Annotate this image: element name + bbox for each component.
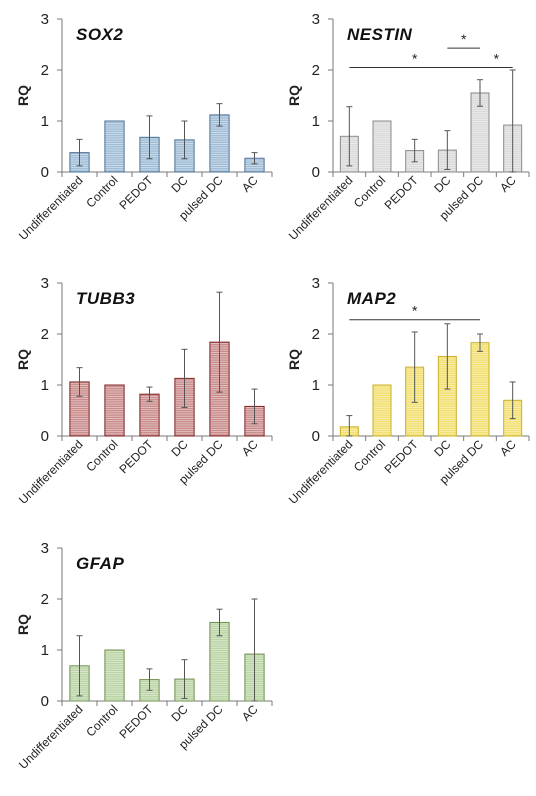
y-tick-label: 1 xyxy=(41,642,49,659)
significance-star: * xyxy=(412,303,418,319)
y-tick-label: 3 xyxy=(312,11,320,28)
bar xyxy=(372,384,392,437)
y-tick-label: 0 xyxy=(312,428,320,445)
x-tick-label: Undifferentiated xyxy=(16,173,86,243)
y-tick-label: 1 xyxy=(312,113,320,130)
x-tick-label: PEDOT xyxy=(116,173,156,213)
y-tick-label: 3 xyxy=(41,540,49,557)
panel-title: NESTIN xyxy=(347,25,413,44)
x-tick-label: PEDOT xyxy=(116,702,156,742)
x-tick-label: PEDOT xyxy=(382,173,422,213)
bar xyxy=(104,384,125,437)
y-tick-label: 0 xyxy=(41,428,49,445)
x-tick-label: DC xyxy=(168,437,190,459)
significance-star: * xyxy=(494,50,500,66)
x-tick-label: Undifferentiated xyxy=(286,437,356,507)
y-tick-label: 0 xyxy=(41,693,49,710)
y-axis-label: RQ xyxy=(286,349,302,370)
y-tick-label: 3 xyxy=(41,11,49,28)
x-tick-label: AC xyxy=(497,173,519,195)
chart-panel-nestin: 0 1 2 3 RQ NESTIN UndifferentiatedControlPEDOT… xyxy=(286,11,530,243)
y-tick-label: 3 xyxy=(41,275,49,292)
panel-title: TUBB3 xyxy=(76,289,135,308)
y-tick-label: 1 xyxy=(312,377,320,394)
x-tick-label: Undifferentiated xyxy=(16,702,86,772)
x-tick-label: Undifferentiated xyxy=(286,173,356,243)
x-tick-label: AC xyxy=(239,173,261,195)
y-tick-label: 1 xyxy=(41,113,49,130)
panel-title: MAP2 xyxy=(347,289,396,308)
x-tick-label: AC xyxy=(239,437,261,459)
y-axis-label: RQ xyxy=(15,349,31,370)
x-tick-label: Undifferentiated xyxy=(16,437,86,507)
panel-title: SOX2 xyxy=(76,25,123,44)
x-tick-label: Control xyxy=(351,173,388,210)
bar xyxy=(104,649,125,702)
y-tick-label: 2 xyxy=(312,326,320,343)
panel-title: GFAP xyxy=(76,554,124,573)
x-tick-label: Control xyxy=(83,173,120,210)
y-tick-label: 2 xyxy=(41,62,49,79)
x-tick-label: AC xyxy=(239,702,261,724)
x-tick-label: PEDOT xyxy=(382,437,422,477)
x-tick-label: DC xyxy=(168,702,190,724)
bar xyxy=(104,120,125,173)
y-axis-label: RQ xyxy=(286,85,302,106)
y-tick-label: 0 xyxy=(312,164,320,181)
y-tick-label: 3 xyxy=(312,275,320,292)
y-axis-label: RQ xyxy=(15,85,31,106)
x-tick-label: Control xyxy=(83,702,120,739)
y-tick-label: 1 xyxy=(41,377,49,394)
y-tick-label: 2 xyxy=(41,326,49,343)
y-tick-label: 0 xyxy=(41,164,49,181)
x-tick-label: AC xyxy=(497,437,519,459)
x-tick-label: Control xyxy=(83,437,120,474)
y-tick-label: 2 xyxy=(312,62,320,79)
x-tick-label: DC xyxy=(168,173,190,195)
x-tick-label: Control xyxy=(351,437,388,474)
bar xyxy=(470,342,490,437)
x-tick-label: DC xyxy=(431,437,453,459)
y-axis-label: RQ xyxy=(15,614,31,635)
bar xyxy=(372,120,392,173)
y-tick-label: 2 xyxy=(41,591,49,608)
significance-star: * xyxy=(461,31,467,47)
significance-star: * xyxy=(412,50,418,66)
x-tick-label: DC xyxy=(431,173,453,195)
x-tick-label: PEDOT xyxy=(116,437,156,477)
